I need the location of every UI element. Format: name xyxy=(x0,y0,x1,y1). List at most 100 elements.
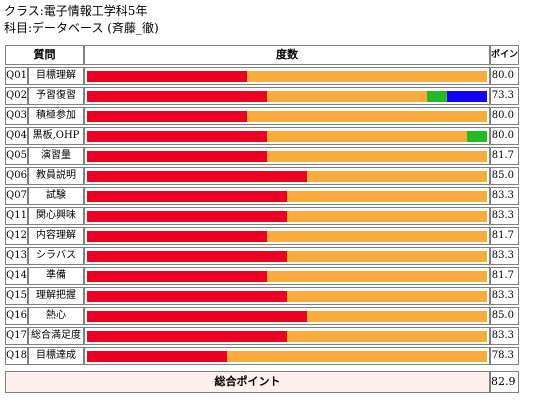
frequency-bar xyxy=(87,151,487,162)
bar-segment-orange xyxy=(267,231,487,242)
subject-line: 科目:データベース (斉藤_徹) xyxy=(4,21,159,35)
bar-segment-red xyxy=(87,351,227,362)
frequency-cell xyxy=(84,207,490,225)
bar-segment-red xyxy=(87,111,247,122)
bar-segment-red xyxy=(87,331,287,342)
frequency-bar xyxy=(87,111,487,122)
bar-segment-red xyxy=(87,291,287,302)
question-label: 積極参加 xyxy=(28,107,84,125)
frequency-cell xyxy=(84,147,490,165)
question-label: 目標達成 xyxy=(28,347,84,365)
question-points: 78.3 xyxy=(490,347,519,365)
frequency-bar xyxy=(87,91,487,102)
question-points: 81.7 xyxy=(490,267,519,285)
bar-segment-orange xyxy=(287,251,487,262)
question-id: Q02 xyxy=(5,87,28,105)
question-label: 教員説明 xyxy=(28,167,84,185)
question-label: 内容理解 xyxy=(28,227,84,245)
bar-segment-orange xyxy=(287,211,487,222)
bar-segment-red xyxy=(87,231,267,242)
frequency-cell xyxy=(84,307,490,325)
question-points: 81.7 xyxy=(490,147,519,165)
question-points: 80.0 xyxy=(490,107,519,125)
bar-segment-orange xyxy=(267,151,487,162)
question-label: 予習復習 xyxy=(28,87,84,105)
question-id: Q06 xyxy=(5,167,28,185)
bar-segment-red xyxy=(87,71,247,82)
question-id: Q13 xyxy=(5,247,28,265)
question-label: 黒板,OHP xyxy=(28,127,84,145)
question-points: 83.3 xyxy=(490,327,519,345)
frequency-bar xyxy=(87,331,487,342)
question-id: Q15 xyxy=(5,287,28,305)
question-points: 85.0 xyxy=(490,167,519,185)
bar-segment-red xyxy=(87,311,307,322)
bar-segment-orange xyxy=(267,271,487,282)
bar-segment-orange xyxy=(287,331,487,342)
frequency-bar xyxy=(87,251,487,262)
bar-segment-red xyxy=(87,271,267,282)
frequency-cell xyxy=(84,67,490,85)
bar-segment-orange xyxy=(307,311,487,322)
frequency-cell xyxy=(84,87,490,105)
question-points: 83.3 xyxy=(490,207,519,225)
question-label: 関心興味 xyxy=(28,207,84,225)
question-id: Q03 xyxy=(5,107,28,125)
class-line: クラス:電子情報工学科5年 xyxy=(4,4,148,18)
question-points: 73.3 xyxy=(490,87,519,105)
frequency-cell xyxy=(84,167,490,185)
frequency-bar xyxy=(87,71,487,82)
bar-segment-green xyxy=(427,91,447,102)
frequency-bar xyxy=(87,231,487,242)
frequency-cell xyxy=(84,267,490,285)
question-id: Q17 xyxy=(5,327,28,345)
bar-segment-red xyxy=(87,171,307,182)
question-label: 演習量 xyxy=(28,147,84,165)
frequency-cell xyxy=(84,347,490,365)
frequency-cell xyxy=(84,247,490,265)
question-points: 81.7 xyxy=(490,227,519,245)
bar-segment-orange xyxy=(227,351,487,362)
question-label: シラバス xyxy=(28,247,84,265)
question-label: 熱心 xyxy=(28,307,84,325)
bar-segment-red xyxy=(87,131,267,142)
column-header-points: ポイント xyxy=(490,45,519,65)
frequency-cell xyxy=(84,127,490,145)
question-points: 83.3 xyxy=(490,187,519,205)
bar-segment-red xyxy=(87,251,287,262)
frequency-bar xyxy=(87,311,487,322)
question-label: 総合満足度 xyxy=(28,327,84,345)
question-id: Q16 xyxy=(5,307,28,325)
question-label: 理解把握 xyxy=(28,287,84,305)
question-label: 準備 xyxy=(28,267,84,285)
bar-segment-red xyxy=(87,151,267,162)
bar-segment-orange xyxy=(307,171,487,182)
bar-segment-blue xyxy=(447,91,487,102)
bar-segment-red xyxy=(87,91,267,102)
question-points: 83.3 xyxy=(490,287,519,305)
question-label: 目標理解 xyxy=(28,67,84,85)
frequency-cell xyxy=(84,187,490,205)
question-id: Q04 xyxy=(5,127,28,145)
frequency-bar xyxy=(87,291,487,302)
frequency-cell xyxy=(84,107,490,125)
question-id: Q11 xyxy=(5,207,28,225)
question-points: 80.0 xyxy=(490,67,519,85)
question-points: 83.3 xyxy=(490,247,519,265)
frequency-cell xyxy=(84,327,490,345)
bar-segment-orange xyxy=(247,71,487,82)
frequency-bar xyxy=(87,131,487,142)
question-id: Q14 xyxy=(5,267,28,285)
question-id: Q01 xyxy=(5,67,28,85)
frequency-bar xyxy=(87,191,487,202)
bar-segment-orange xyxy=(267,131,467,142)
question-id: Q18 xyxy=(5,347,28,365)
column-header-question: 質問 xyxy=(5,45,84,65)
bar-segment-red xyxy=(87,191,287,202)
total-points-label: 総合ポイント xyxy=(5,371,490,393)
question-points: 85.0 xyxy=(490,307,519,325)
frequency-cell xyxy=(84,287,490,305)
frequency-bar xyxy=(87,271,487,282)
bar-segment-green xyxy=(467,131,487,142)
total-points-value: 82.9 xyxy=(490,371,519,393)
